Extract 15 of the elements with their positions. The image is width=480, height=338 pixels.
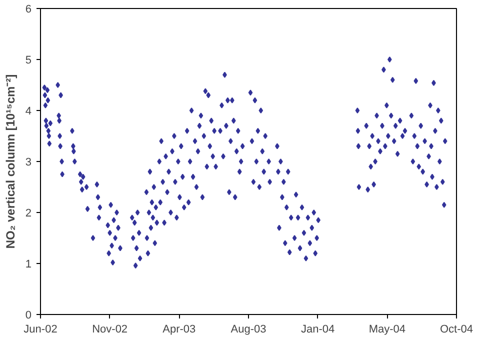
y-tick-label: 6 <box>25 4 32 16</box>
x-tick-label: Aug-03 <box>230 324 266 336</box>
y-tick-label: 1 <box>25 258 32 270</box>
x-tick-label: Jan-04 <box>301 324 335 336</box>
y-tick-label: 5 <box>25 54 32 66</box>
y-tick-label: 2 <box>25 208 32 220</box>
y-tick-label: 0 <box>25 310 32 322</box>
x-tick-label: Oct-04 <box>440 324 474 336</box>
y-axis-title: NO₂ vertical column [10¹⁵cm⁻²] <box>3 74 18 249</box>
y-tick-label: 4 <box>25 106 32 118</box>
x-tick-label: May-04 <box>368 324 406 336</box>
x-tick-label: Nov-02 <box>92 324 128 336</box>
x-tick-label: Apr-03 <box>162 324 196 336</box>
y-tick-label: 3 <box>25 156 32 168</box>
x-tick-label: Jun-02 <box>24 324 58 336</box>
